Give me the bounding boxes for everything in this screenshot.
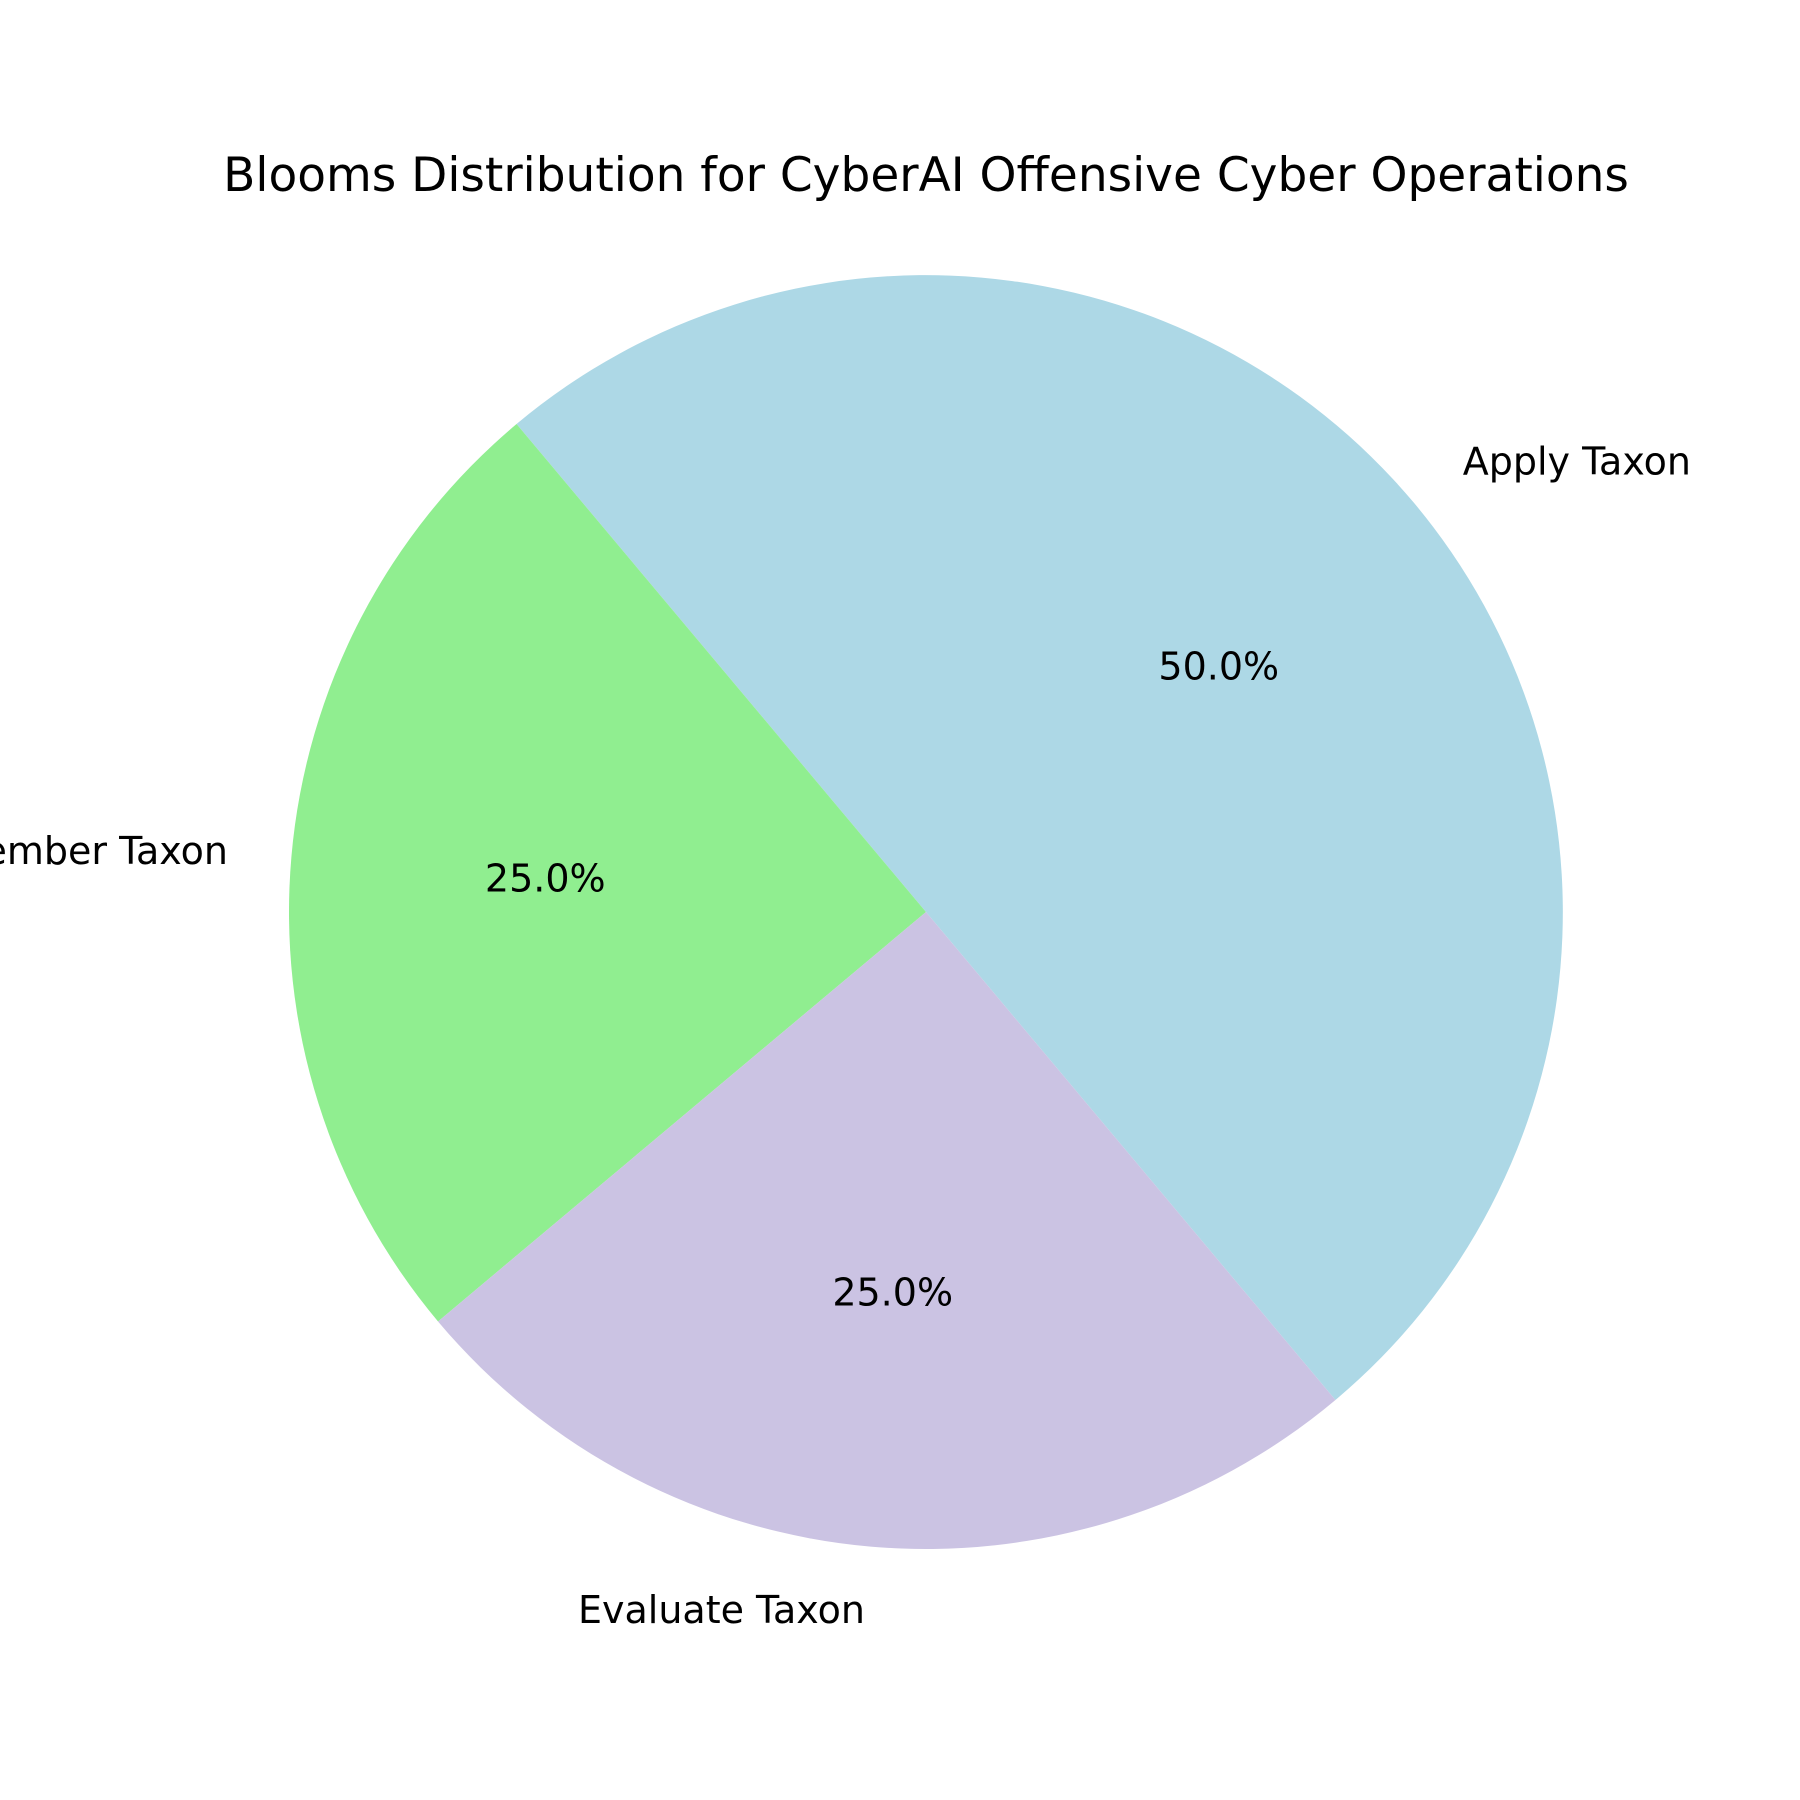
pie-percent-label: 50.0% (1158, 644, 1279, 688)
chart-title: Blooms Distribution for CyberAI Offensiv… (223, 148, 1629, 203)
pie-percent-label: 25.0% (485, 857, 606, 901)
pie-slices (288, 275, 1563, 1549)
pie-category-label: Remember Taxon (0, 829, 228, 873)
pie-percent-label: 25.0% (832, 1271, 953, 1315)
pie-category-label: Apply Taxon (1463, 440, 1691, 484)
pie-slice-apply-taxon (516, 275, 1563, 1400)
pie-labels: 50.0% Apply Taxon 25.0% Remember Taxon 25.0%… (0, 440, 1691, 1632)
pie-category-label: Evaluate Taxon (578, 1588, 865, 1632)
pie-slice-remember-taxon (288, 424, 926, 1322)
pie-slice-evaluate-taxon (438, 912, 1336, 1549)
